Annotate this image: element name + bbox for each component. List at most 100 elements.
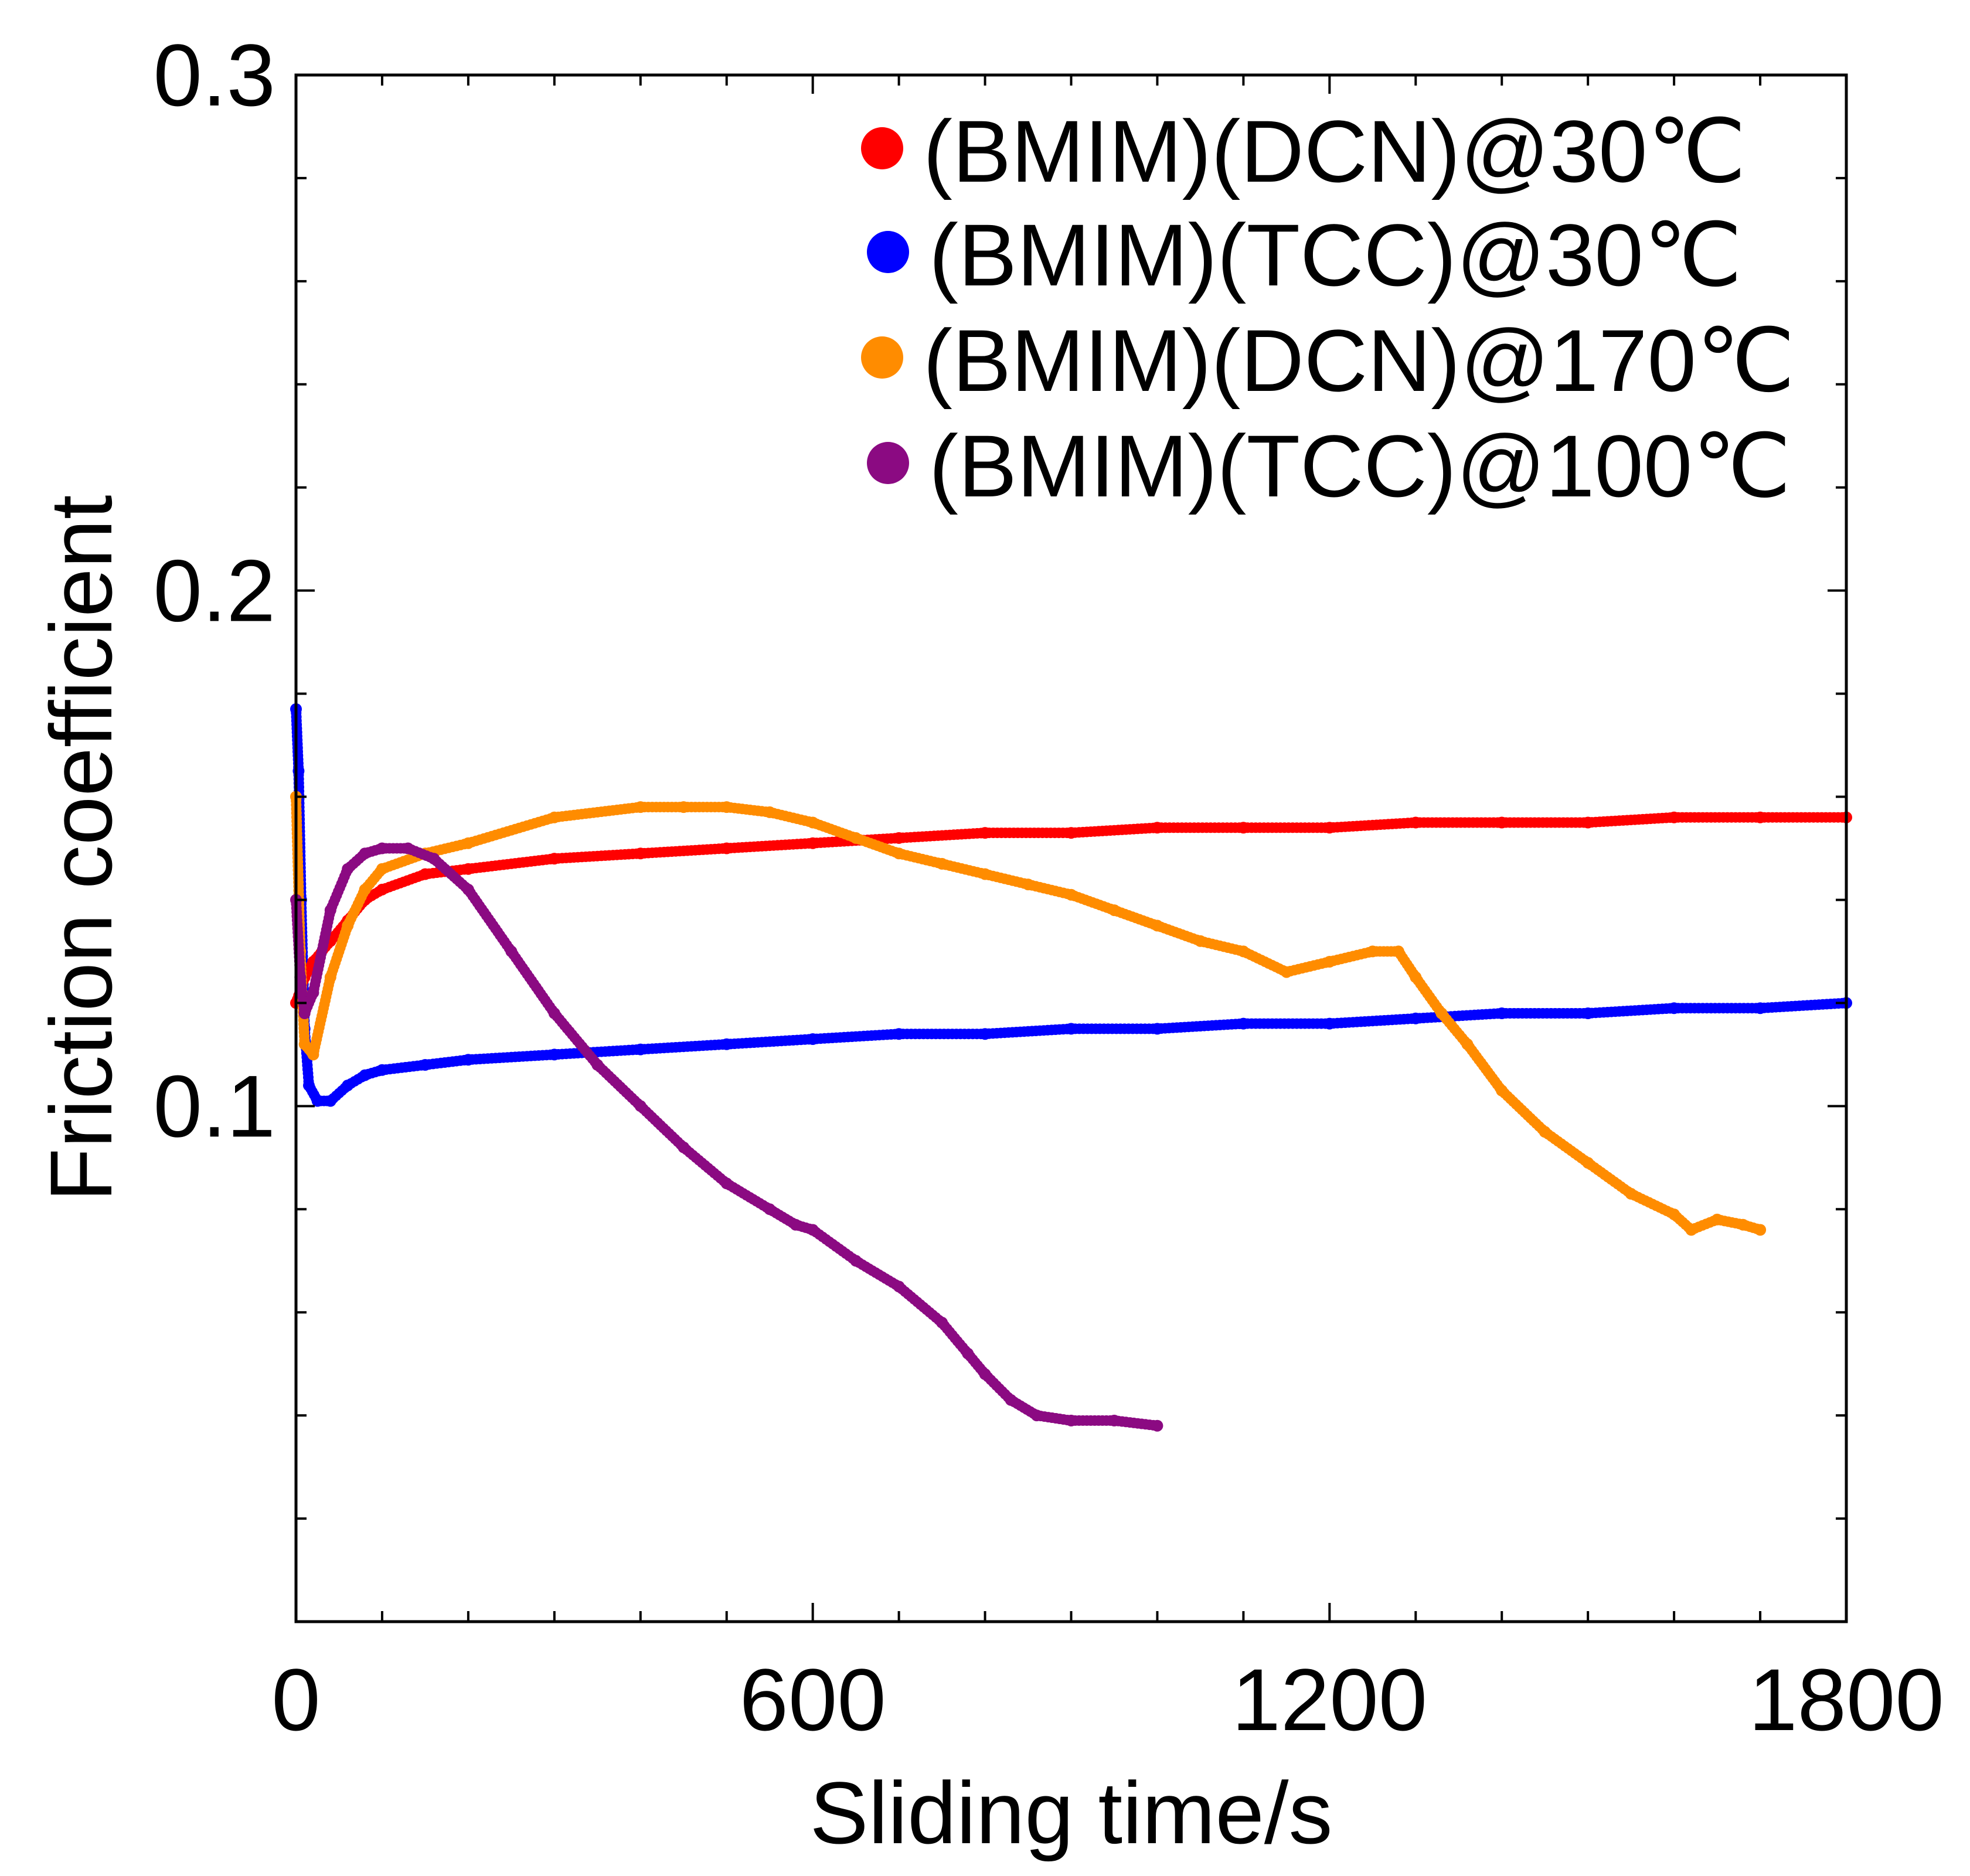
series-2-point: [850, 832, 862, 844]
series-2-point: [1410, 971, 1422, 983]
series-2-point: [307, 1048, 319, 1061]
series-1-point: [1410, 1012, 1422, 1024]
series-3-point: [893, 1281, 905, 1293]
series-1-point: [979, 1028, 991, 1040]
series-2-point: [1685, 1224, 1697, 1236]
y-tick-label: 0.3: [153, 26, 275, 124]
series-1: [290, 703, 1852, 1107]
series-2-point: [462, 837, 474, 849]
series-3-point: [462, 883, 474, 896]
series-2-point: [1065, 888, 1077, 901]
series-2-point: [936, 857, 948, 870]
series-1-point: [634, 1043, 647, 1056]
series-2-point: [376, 863, 388, 875]
series-1-point: [807, 1033, 819, 1045]
series-1-point: [1754, 1002, 1767, 1014]
x-axis-title: Sliding time/s: [809, 1763, 1332, 1862]
series-2-point: [1737, 1218, 1749, 1231]
series-0-point: [462, 863, 474, 875]
legend-marker-dcn-30: [861, 127, 903, 169]
series-1-point: [1323, 1017, 1336, 1030]
series-1-point: [419, 1059, 431, 1071]
series-2-point: [1539, 1126, 1551, 1138]
series-3-point: [307, 986, 319, 999]
legend-marker-tcc-30: [867, 231, 909, 273]
series-2-point: [1668, 1208, 1680, 1221]
series-2-point: [807, 816, 819, 829]
series-3-point: [678, 1141, 690, 1153]
series-3-point: [402, 842, 414, 854]
series-3: [290, 842, 1163, 1432]
series-0-point: [1754, 811, 1767, 823]
series-3-point: [720, 1177, 733, 1190]
series-0-point: [893, 832, 905, 844]
legend-marker-tcc-100: [867, 442, 909, 484]
data-layer: [290, 703, 1852, 1432]
series-2-point: [720, 801, 733, 813]
series-3-point: [850, 1255, 862, 1267]
plot-frame: [294, 73, 1848, 1623]
series-0-point: [979, 827, 991, 839]
tick-layer: 0 600 1200 1800 0.1 0.2 0.3: [153, 26, 1944, 1749]
series-0: [290, 811, 1852, 1009]
series-2-point: [1280, 966, 1292, 978]
series-3-point: [807, 1224, 819, 1236]
series-3-point: [764, 1203, 776, 1216]
series-1-point: [1582, 1007, 1594, 1019]
series-0-point: [1582, 816, 1594, 829]
x-tick-label: 600: [740, 1650, 886, 1749]
series-0-point: [634, 847, 647, 860]
series-1-point: [893, 1028, 905, 1040]
series-3-point: [342, 863, 354, 875]
series-3-point: [1151, 1419, 1163, 1432]
x-tick-label: 0: [271, 1650, 320, 1749]
legend-marker-dcn-170: [861, 336, 903, 379]
series-2-point: [1366, 945, 1379, 958]
series-3-point: [548, 1007, 560, 1019]
series-3-point: [359, 847, 371, 860]
series-2-point: [634, 801, 647, 813]
series-3-point: [962, 1347, 974, 1360]
series-0-point: [1323, 822, 1336, 834]
series-0-point: [548, 853, 560, 865]
series-1-point: [1668, 1002, 1680, 1014]
series-2-point: [548, 811, 560, 823]
series-3-point: [979, 1368, 991, 1380]
series-1-point: [720, 1038, 733, 1050]
series-3-point: [298, 1007, 311, 1019]
series-0-point: [419, 868, 431, 880]
series-1-point: [324, 1095, 336, 1107]
series-3-point: [428, 853, 440, 865]
series-1-point: [1151, 1023, 1163, 1035]
series-2-point: [1022, 879, 1034, 891]
series-2-point: [1496, 1084, 1508, 1097]
series-2-point: [342, 920, 354, 932]
series-2-point: [1194, 935, 1206, 947]
series-0-point: [1237, 822, 1250, 834]
series-2-point: [1625, 1187, 1637, 1200]
series-2-point: [678, 801, 690, 813]
series-2-point: [1237, 945, 1250, 958]
legend: (BMIM)(DCN)@30℃ (BMIM)(TCC)@30℃ (BMIM)(D…: [861, 102, 1795, 515]
series-2-point: [1582, 1157, 1594, 1169]
series-2-point: [764, 806, 776, 818]
series-0-point: [807, 837, 819, 849]
y-axis-title: Friction coefficient: [32, 495, 130, 1201]
x-tick-label: 1200: [1231, 1650, 1427, 1749]
series-2-point: [298, 1038, 311, 1050]
series-2-point: [1711, 1213, 1723, 1225]
series-3-point: [790, 1218, 802, 1231]
series-3-point: [634, 1100, 647, 1112]
series-3-point: [591, 1059, 604, 1071]
series-1-point: [359, 1069, 371, 1081]
series-1-point: [303, 1080, 315, 1092]
series-1-point: [311, 1095, 324, 1107]
series-0-point: [1496, 816, 1508, 829]
series-3-point: [1030, 1409, 1043, 1422]
series-1-point: [1065, 1023, 1077, 1035]
series-2-point: [1151, 920, 1163, 932]
series-3-point: [936, 1316, 948, 1329]
series-0-point: [1410, 816, 1422, 829]
y-tick-label: 0.2: [153, 542, 275, 640]
